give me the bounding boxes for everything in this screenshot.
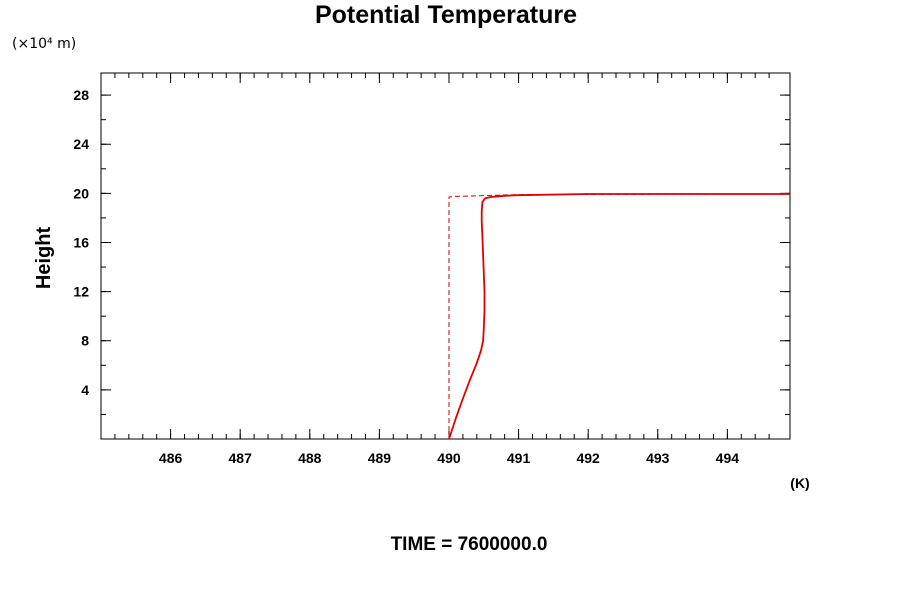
x-tick-label: 488 (298, 450, 322, 466)
chart-title: Potential Temperature (315, 1, 577, 29)
x-tick-label: 487 (229, 450, 253, 466)
y-tick-label: 20 (73, 185, 89, 201)
y-tick-label: 24 (73, 136, 89, 152)
x-tick-label: 490 (437, 450, 461, 466)
x-tick-label: 486 (159, 450, 183, 466)
x-tick-label: 492 (576, 450, 600, 466)
x-tick-label: 489 (368, 450, 392, 466)
y-tick-label: 12 (73, 284, 89, 300)
x-tick-label: 494 (716, 450, 740, 466)
axis-ticks (101, 73, 790, 439)
time-label: TIME = 7600000.0 (391, 534, 548, 555)
series-line-dashed (448, 193, 791, 439)
data-series (448, 193, 791, 440)
y-tick-label: 4 (81, 382, 89, 398)
tick-labels: 486 487 488 489 490 491 492 493 494 4 8 12 16 20 24 28 (73, 87, 739, 466)
y-tick-label: 16 (73, 234, 89, 250)
y-units-label: (×10⁴ m) (12, 36, 76, 52)
series-line-solid (448, 193, 790, 440)
plot-frame (100, 72, 791, 440)
y-tick-label: 8 (81, 333, 89, 349)
x-tick-label: 493 (646, 450, 670, 466)
y-tick-label: 28 (73, 87, 89, 103)
x-axis-unit-label: (K) (790, 475, 809, 491)
y-axis-title: Height (33, 227, 55, 290)
x-tick-label: 491 (507, 450, 531, 466)
